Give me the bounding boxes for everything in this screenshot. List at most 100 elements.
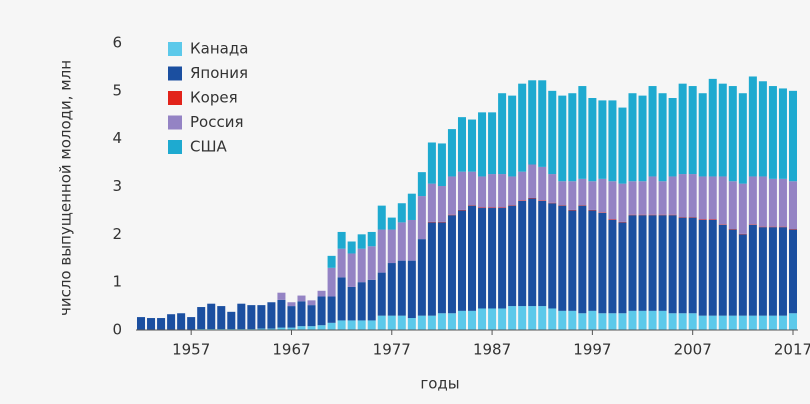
bar-segment (488, 208, 497, 309)
bar-segment (688, 313, 697, 330)
x-tick-label: 1967 (272, 341, 310, 359)
bar-segment (728, 315, 737, 330)
bar-segment (658, 93, 667, 182)
bar-segment (658, 181, 667, 215)
bar-segment (317, 296, 326, 326)
bar-segment (427, 183, 436, 222)
bar-segment (267, 328, 276, 330)
legend-label: Корея (190, 89, 238, 107)
y-tick-label: 5 (112, 81, 122, 99)
bar-segment (247, 305, 256, 330)
bar-segment (528, 306, 537, 330)
bar-segment (778, 178, 787, 227)
bar-segment (357, 248, 366, 283)
bar-segment (447, 313, 456, 330)
bar-segment (778, 315, 787, 330)
bar-segment (287, 306, 296, 328)
bar-segment (357, 282, 366, 321)
y-tick-label: 4 (112, 129, 122, 147)
bar-segment (548, 174, 557, 203)
bar-segment (447, 176, 456, 215)
bar-segment (447, 215, 456, 314)
bar-segment (768, 315, 777, 330)
bar-segment (668, 98, 677, 177)
x-tick-label: 2017 (774, 341, 810, 359)
bar-segment (578, 313, 587, 330)
bar-segment (688, 217, 697, 314)
bar-segment (698, 219, 707, 316)
bar-segment (498, 208, 507, 309)
bar-segment (778, 88, 787, 179)
bar-segment (538, 80, 547, 167)
bar-segment (347, 241, 356, 254)
bar-segment (327, 255, 336, 268)
bar-segment (317, 290, 326, 297)
bar-segment (327, 296, 336, 323)
bar-segment (738, 93, 747, 184)
bar-segment (638, 215, 647, 311)
bar-segment (387, 217, 396, 230)
bar-segment (427, 315, 436, 330)
bar-segment (468, 205, 477, 311)
bar-segment (748, 224, 757, 316)
bar-segment (297, 301, 306, 327)
bar-segment (698, 176, 707, 220)
bar-segment (608, 313, 617, 330)
bar-segment (468, 171, 477, 206)
bar-segment (297, 295, 306, 302)
bar-segment (598, 212, 607, 314)
bar-segment (367, 320, 376, 330)
bar-segment (518, 83, 527, 172)
bar-segment (748, 76, 757, 177)
bar-segment (277, 292, 286, 300)
bar-segment (417, 196, 426, 240)
legend-label: Япония (190, 64, 248, 82)
bar-segment (788, 90, 797, 182)
bar-segment (377, 272, 386, 316)
bar-segment (488, 112, 497, 175)
bar-segment (528, 80, 537, 165)
bar-segment (598, 178, 607, 213)
bar-segment (528, 198, 537, 307)
legend-label: Канада (190, 40, 248, 58)
bar-segment (488, 308, 497, 330)
bar-segment (498, 93, 507, 175)
bar-segment (678, 83, 687, 175)
bar-segment (638, 181, 647, 215)
bar-segment (437, 313, 446, 330)
bar-segment (207, 303, 216, 330)
bar-segment (758, 227, 767, 316)
bar-segment (488, 174, 497, 208)
bar-segment (347, 320, 356, 330)
bar-segment (728, 86, 737, 182)
bar-segment (768, 178, 777, 227)
bar-segment (498, 308, 507, 330)
bar-segment (718, 83, 727, 177)
bar-segment (468, 310, 477, 330)
bar-segment (528, 164, 537, 198)
y-tick-label: 0 (112, 321, 122, 339)
bar-segment (608, 219, 617, 314)
bar-segment (578, 86, 587, 179)
bar-segment (588, 210, 597, 311)
bar-segment (518, 200, 527, 307)
bar-segment (648, 86, 657, 177)
bar-segment (708, 78, 717, 177)
bar-segment (728, 181, 737, 230)
bar-segment (628, 93, 637, 182)
bar-segment (277, 327, 286, 330)
bar-segment (788, 181, 797, 230)
bar-segment (337, 277, 346, 321)
bar-segment (578, 178, 587, 206)
bar-segment (648, 215, 657, 311)
bar-segment (457, 171, 466, 210)
bar-segment (508, 205, 517, 307)
legend-label: Россия (190, 113, 244, 131)
y-tick-label: 1 (112, 273, 122, 291)
bar-segment (457, 310, 466, 330)
bar-segment (397, 260, 406, 316)
bar-segment (538, 166, 547, 201)
x-tick-label: 1987 (473, 341, 511, 359)
